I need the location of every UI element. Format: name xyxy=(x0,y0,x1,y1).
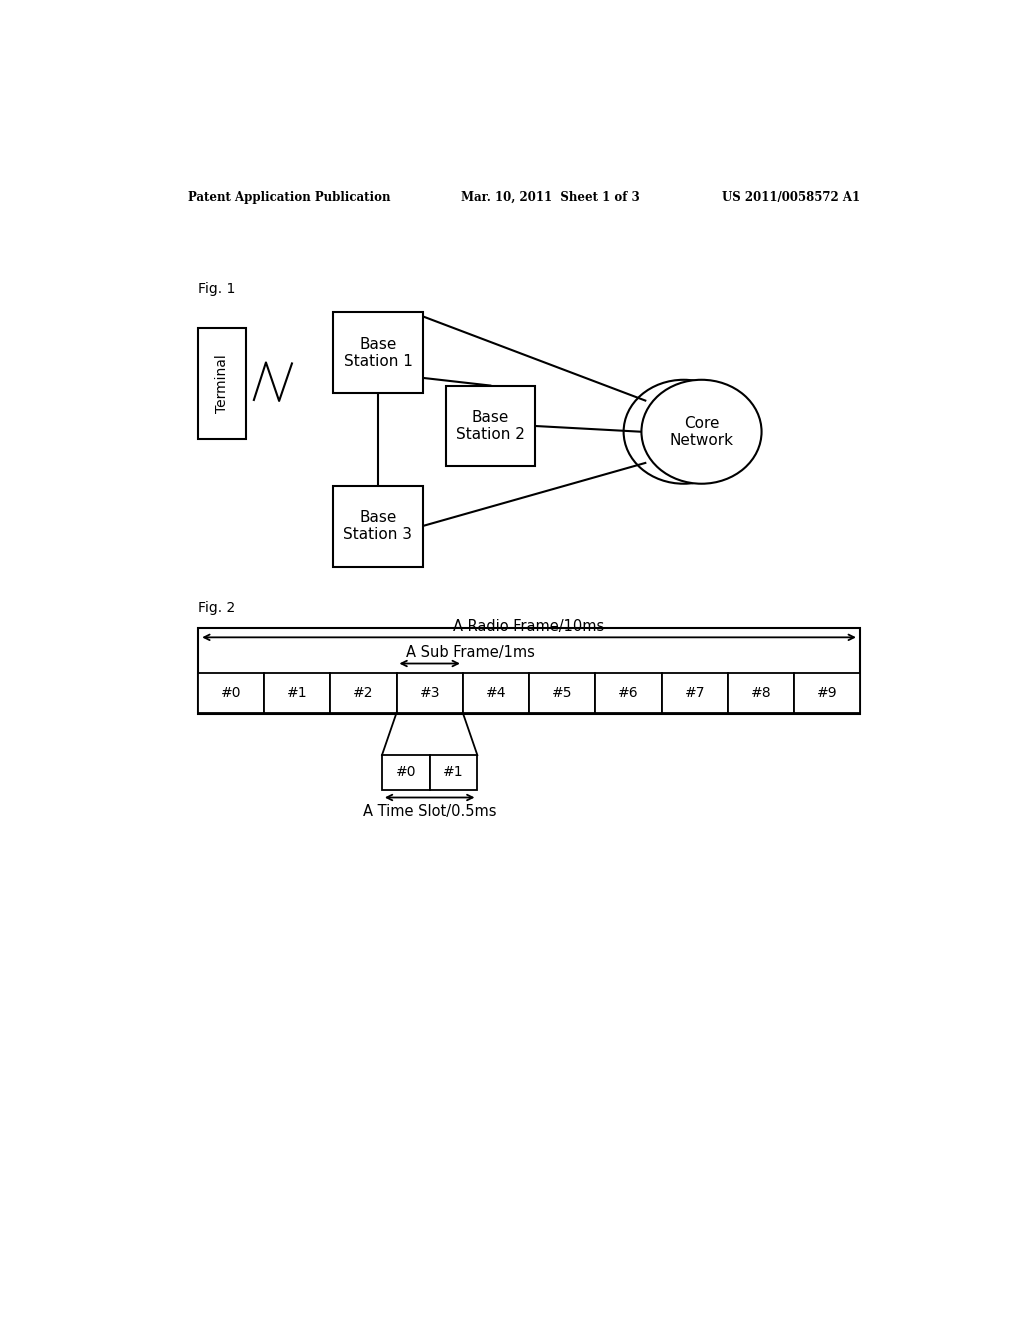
Text: #4: #4 xyxy=(485,686,506,700)
Text: #7: #7 xyxy=(684,686,705,700)
Text: #5: #5 xyxy=(552,686,572,700)
Text: #0: #0 xyxy=(395,766,416,780)
Text: Base
Station 1: Base Station 1 xyxy=(343,337,413,370)
Bar xyxy=(198,327,246,440)
Bar xyxy=(331,673,396,713)
Text: #0: #0 xyxy=(220,686,241,700)
Bar xyxy=(595,673,662,713)
Text: Mar. 10, 2011  Sheet 1 of 3: Mar. 10, 2011 Sheet 1 of 3 xyxy=(461,191,640,203)
Bar xyxy=(198,628,860,714)
Bar xyxy=(382,755,430,789)
Text: A Sub Frame/1ms: A Sub Frame/1ms xyxy=(407,645,536,660)
Bar xyxy=(264,673,331,713)
Text: US 2011/0058572 A1: US 2011/0058572 A1 xyxy=(722,191,860,203)
Bar xyxy=(396,673,463,713)
Text: #9: #9 xyxy=(817,686,838,700)
Bar xyxy=(430,755,477,789)
Bar xyxy=(445,385,535,466)
Text: #1: #1 xyxy=(287,686,307,700)
Text: #6: #6 xyxy=(618,686,639,700)
Text: Base
Station 2: Base Station 2 xyxy=(456,409,524,442)
Bar xyxy=(662,673,728,713)
Text: A Radio Frame/10ms: A Radio Frame/10ms xyxy=(454,619,605,635)
Text: #3: #3 xyxy=(420,686,440,700)
Text: Core
Network: Core Network xyxy=(670,416,733,447)
Bar xyxy=(795,673,860,713)
Bar xyxy=(728,673,795,713)
Bar xyxy=(334,486,423,566)
Text: #1: #1 xyxy=(443,766,464,780)
Text: A Time Slot/0.5ms: A Time Slot/0.5ms xyxy=(362,804,497,818)
Text: #8: #8 xyxy=(751,686,771,700)
Bar xyxy=(529,673,595,713)
Bar xyxy=(198,673,264,713)
Text: Patent Application Publication: Patent Application Publication xyxy=(188,191,391,203)
Ellipse shape xyxy=(641,380,762,483)
Text: #2: #2 xyxy=(353,686,374,700)
Bar xyxy=(334,313,423,393)
Text: Terminal: Terminal xyxy=(215,354,228,413)
Text: Fig. 2: Fig. 2 xyxy=(198,601,234,615)
Text: Fig. 1: Fig. 1 xyxy=(198,281,236,296)
Bar xyxy=(463,673,529,713)
Text: Base
Station 3: Base Station 3 xyxy=(343,510,413,543)
Ellipse shape xyxy=(624,380,743,483)
